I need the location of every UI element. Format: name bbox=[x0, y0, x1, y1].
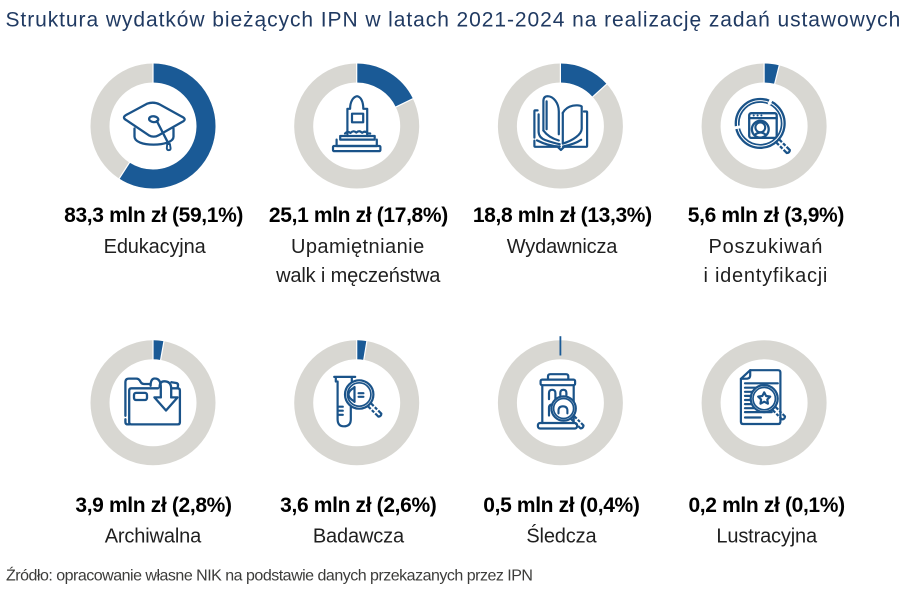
svg-text:Śledcza: Śledcza bbox=[526, 524, 597, 548]
svg-text:Struktura wydatków bieżących I: Struktura wydatków bieżących IPN w latac… bbox=[6, 8, 902, 31]
svg-text:3,9 mln zł (2,8%): 3,9 mln zł (2,8%) bbox=[75, 494, 231, 517]
svg-text:18,8 mln zł (13,3%): 18,8 mln zł (13,3%) bbox=[473, 204, 652, 227]
svg-text:Badawcza: Badawcza bbox=[313, 526, 405, 548]
svg-text:i identyfikacji: i identyfikacji bbox=[703, 265, 828, 287]
svg-text:Źródło: opracowanie własne NIK: Źródło: opracowanie własne NIK na podsta… bbox=[6, 566, 532, 585]
svg-text:Poszukiwań: Poszukiwań bbox=[708, 236, 823, 258]
svg-text:0,2 mln zł (0,1%): 0,2 mln zł (0,1%) bbox=[688, 494, 844, 517]
svg-text:Upamiętnianie: Upamiętnianie bbox=[291, 236, 425, 258]
svg-text:25,1 mln zł (17,8%): 25,1 mln zł (17,8%) bbox=[269, 204, 448, 227]
svg-text:0,5 mln zł (0,4%): 0,5 mln zł (0,4%) bbox=[483, 494, 639, 517]
svg-text:3,6 mln zł (2,6%): 3,6 mln zł (2,6%) bbox=[280, 494, 436, 517]
svg-text:Lustracyjna: Lustracyjna bbox=[716, 526, 818, 548]
svg-text:walk i męczeństwa: walk i męczeństwa bbox=[275, 265, 441, 287]
svg-text:Wydawnicza: Wydawnicza bbox=[507, 236, 619, 258]
svg-text:5,6 mln zł (3,9%): 5,6 mln zł (3,9%) bbox=[688, 204, 844, 227]
svg-text:Archiwalna: Archiwalna bbox=[105, 526, 202, 548]
svg-text:83,3 mln zł (59,1%): 83,3 mln zł (59,1%) bbox=[64, 204, 243, 227]
svg-text:Edukacyjna: Edukacyjna bbox=[104, 236, 207, 258]
